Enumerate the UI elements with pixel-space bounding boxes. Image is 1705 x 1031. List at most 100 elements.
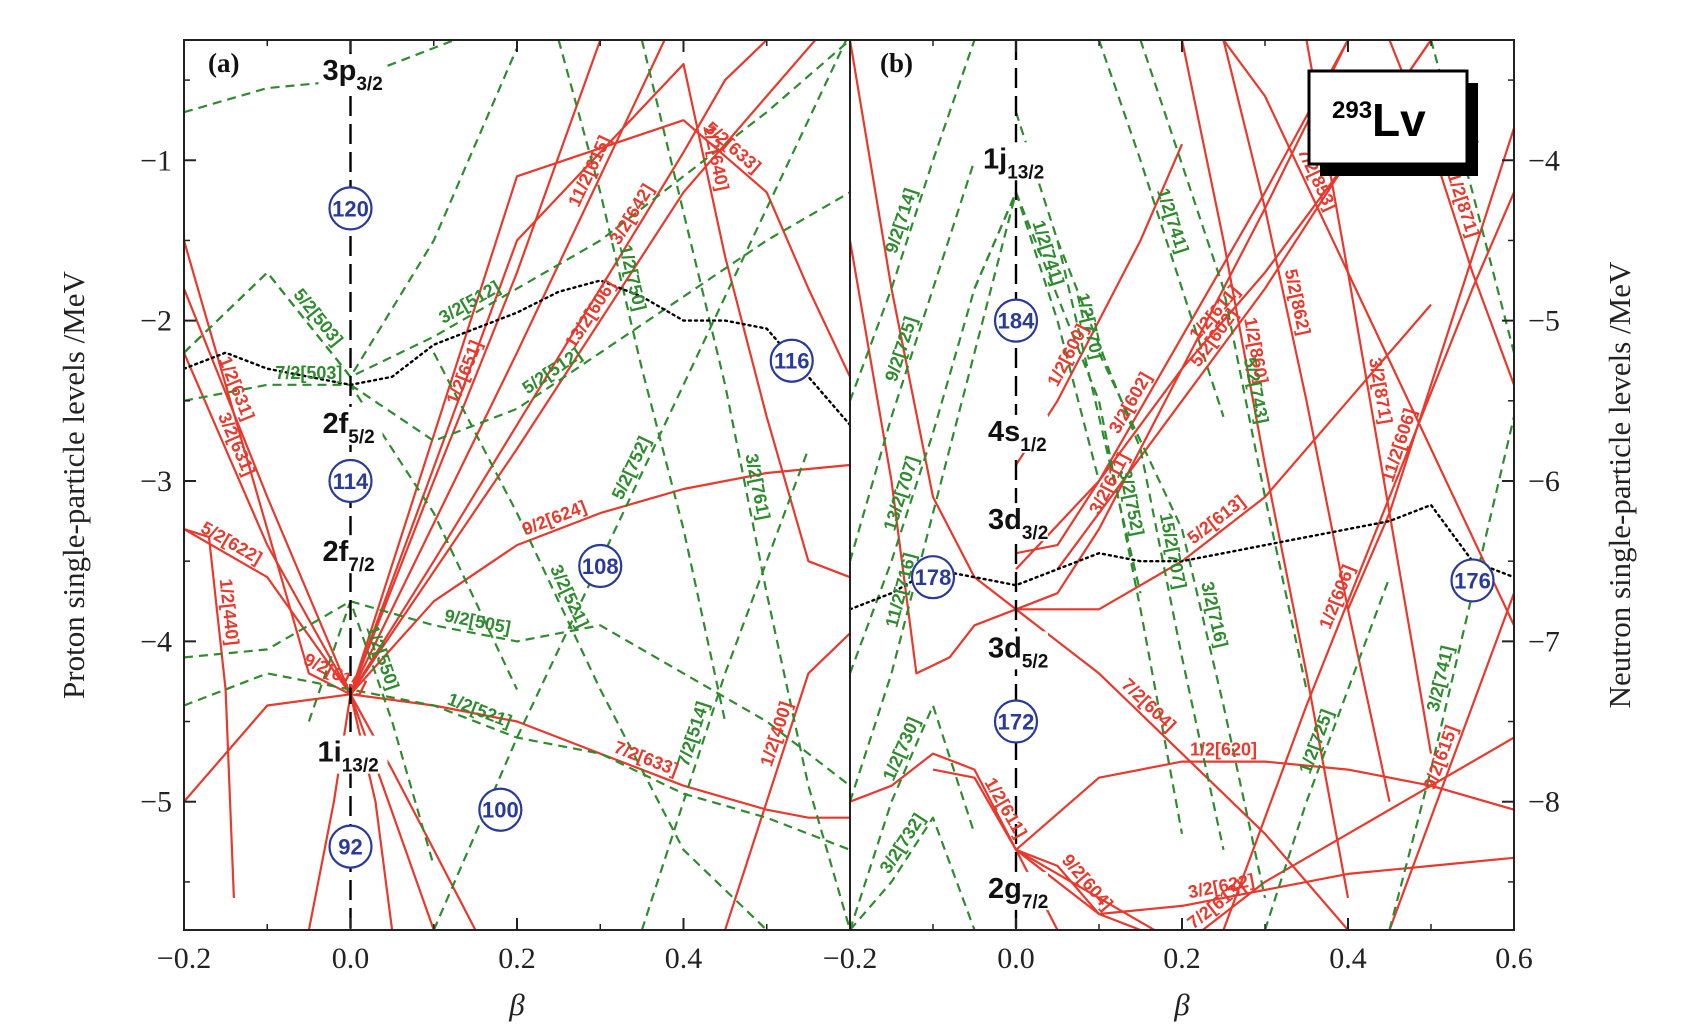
fermi-level-line-a [184, 279, 850, 427]
level-curve-b-27 [850, 159, 976, 562]
level-curve-a-7 [349, 40, 767, 695]
level-curve-a-26 [184, 600, 850, 787]
panel-b-magic-numbers: 184 178 172 176 [910, 298, 1495, 744]
panel-a-curves [184, 40, 850, 930]
x-tick-label: 0.4 [665, 942, 703, 975]
shell-label-backdrop [979, 142, 1053, 181]
shell-label-b-0: 1j13/2 [979, 142, 1053, 183]
level-curve-a-10 [349, 40, 773, 695]
x-axis-title-a: β [508, 987, 525, 1022]
magic-number-92: 92 [328, 824, 373, 869]
level-curve-a-4 [184, 528, 235, 898]
x-tick-label: 0.0 [332, 942, 370, 975]
level-curve-a-28 [432, 352, 768, 930]
level-curve-b-16 [1015, 848, 1141, 930]
magic-number-circle [769, 338, 814, 383]
nucleus-label: 293Lv [1332, 94, 1426, 146]
level-curve-b-22 [850, 752, 1017, 851]
shell-subscript: 13/2 [1007, 162, 1044, 183]
magic-number-circle [478, 787, 523, 832]
panel-b-fermi-level [850, 503, 1514, 611]
shell-label-backdrop [984, 414, 1048, 453]
x-tick-label: 0.2 [1163, 942, 1201, 975]
level-curve-a-21 [349, 191, 850, 442]
magic-number-text: 184 [998, 309, 1035, 334]
shell-main: 3p [323, 55, 357, 87]
fermi-level-line-b [850, 503, 1514, 611]
y-tick-label: −4 [140, 625, 172, 658]
level-curve-b-37 [1388, 416, 1514, 930]
level-curve-a-25 [307, 600, 435, 867]
level-curve-b-8 [1222, 191, 1514, 930]
nucleus-mass: 293 [1332, 97, 1372, 124]
magic-number-text: 108 [582, 554, 619, 579]
level-curve-b-12 [1180, 40, 1350, 899]
level-curve-a-27 [184, 672, 850, 851]
magic-number-172: 172 [993, 699, 1039, 744]
y-tick-label: −2 [140, 305, 172, 338]
orbital-label-a-20: 7/2[503] [275, 363, 342, 383]
level-curve-a-14 [724, 632, 850, 930]
level-curve-a-24 [640, 40, 850, 930]
shell-subscript: 7/2 [348, 555, 374, 576]
level-curve-a-12 [349, 62, 850, 695]
shell-label-text: 2f7/2 [323, 536, 375, 576]
shell-subscript: 5/2 [348, 427, 374, 448]
shell-main: 3d [988, 632, 1022, 664]
panel-a-fermi-level [184, 279, 850, 427]
magic-number-120: 120 [328, 186, 373, 231]
magic-number-108: 108 [578, 543, 623, 589]
shell-main: 3d [988, 504, 1022, 536]
y-axis-title-left: Proton single-particle levels /MeV [56, 270, 91, 698]
magic-number-176: 176 [1450, 558, 1495, 603]
shell-label-text: 3d5/2 [988, 632, 1048, 672]
y-tick-label: −1 [140, 144, 172, 177]
shell-subscript: 3/2 [1022, 523, 1048, 544]
level-curve-b-33 [1056, 240, 1225, 851]
y-tick-label: −5 [140, 786, 172, 819]
x-tick-label: 0.6 [1495, 942, 1533, 975]
magic-number-184: 184 [993, 298, 1039, 343]
level-curve-b-9 [1346, 127, 1514, 610]
shell-label-text: 1j13/2 [983, 143, 1044, 183]
nucleus-box-frame [1307, 69, 1469, 166]
level-curve-b-36 [1263, 576, 1391, 930]
shell-main: 1j [983, 143, 1007, 175]
level-curve-b-32 [1014, 191, 1184, 834]
level-curve-b-26 [850, 40, 976, 402]
shell-subscript: 5/2 [1022, 651, 1048, 672]
y-tick-label: −6 [1528, 465, 1560, 498]
magic-number-circle [993, 298, 1039, 343]
shell-label-a-1: 2f5/2 [318, 406, 383, 448]
shell-label-backdrop [984, 871, 1048, 910]
shell-main: 2f [323, 536, 349, 568]
x-tick-label: −0.2 [157, 942, 211, 975]
shell-label-text: 3p3/2 [323, 55, 383, 95]
level-curve-b-20 [850, 40, 1017, 611]
magic-number-circle [578, 543, 623, 589]
orbital-label-b-14: 1/2[620] [1190, 740, 1257, 760]
level-curve-a-5 [184, 528, 352, 695]
y-tick-label: −5 [1528, 305, 1560, 338]
level-curve-b-29 [850, 192, 1018, 803]
shell-label-a-3: 1i13/2 [313, 735, 388, 777]
y-tick-label: −3 [140, 465, 172, 498]
magic-number-116: 116 [769, 338, 814, 383]
level-curve-a-1 [184, 240, 435, 930]
shell-label-backdrop [313, 735, 388, 774]
shell-label-b-1: 4s1/2 [984, 414, 1048, 456]
level-curve-a-11 [349, 119, 850, 695]
shell-subscript: 13/2 [342, 756, 379, 777]
shell-label-b-2: 3d3/2 [984, 503, 1048, 544]
x-tick-label: 0.2 [498, 942, 536, 975]
level-curve-a-19 [184, 40, 850, 378]
magic-number-circle [1450, 558, 1495, 603]
panel-b-label: (b) [880, 48, 913, 78]
shell-label-b-4: 2g7/2 [984, 871, 1048, 913]
level-curve-b-30 [850, 704, 976, 930]
magic-number-circle [328, 186, 373, 231]
panel-a-label: (a) [208, 48, 239, 78]
x-tick-label: −0.2 [823, 942, 877, 975]
